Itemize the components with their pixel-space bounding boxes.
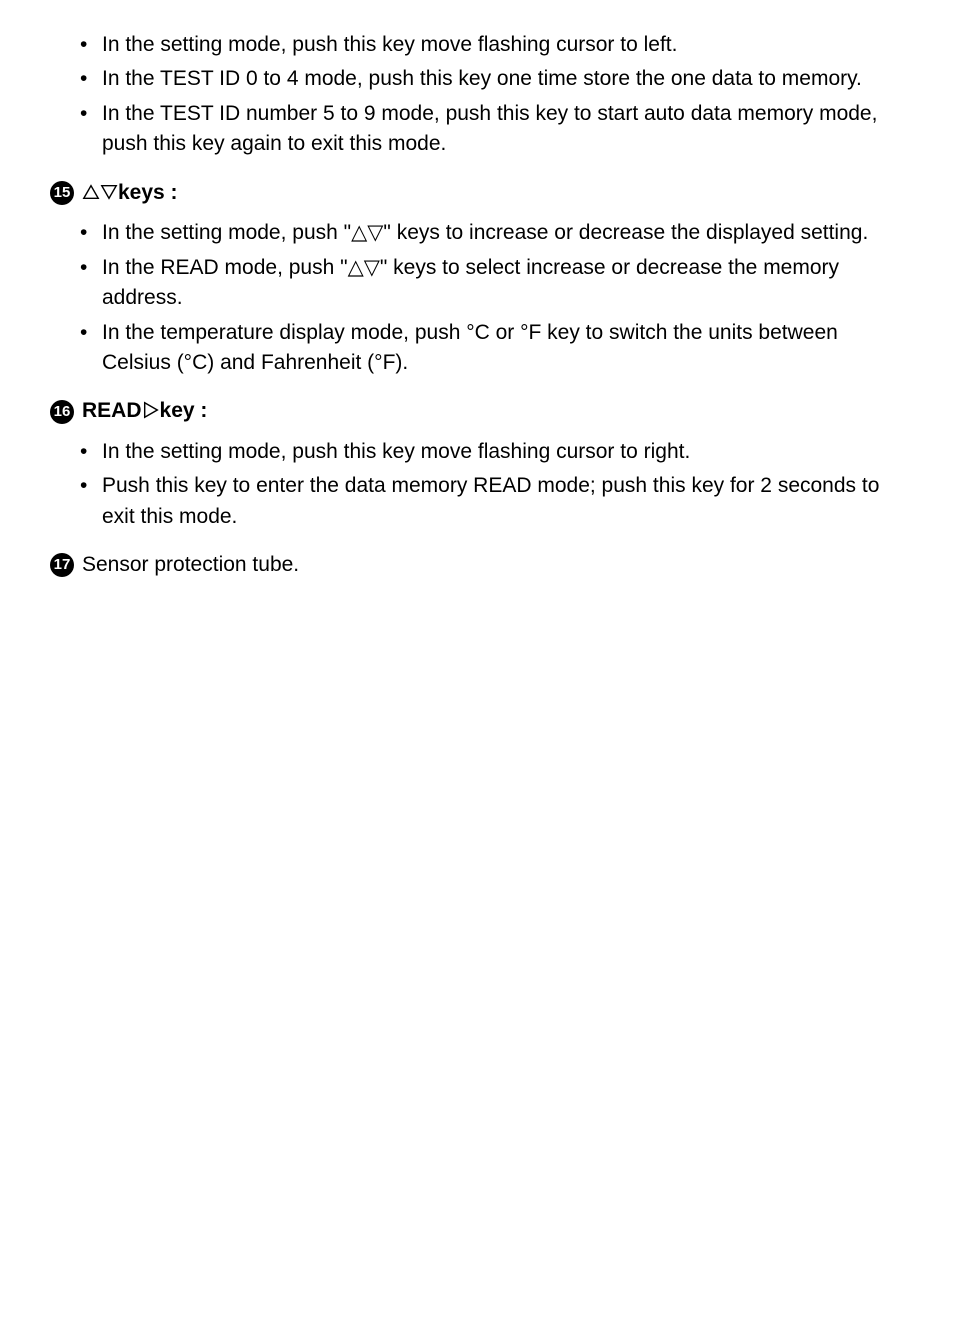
- list-item: • In the temperature display mode, push …: [78, 318, 904, 379]
- triangle-up-icon: [82, 178, 100, 208]
- list-item: • In the setting mode, push this key mov…: [78, 437, 904, 467]
- section-16-suffix: key :: [160, 396, 208, 426]
- bullet-text: In the setting mode, push "△▽" keys to i…: [102, 218, 904, 248]
- list-item: • In the setting mode, push this key mov…: [78, 30, 904, 60]
- triangle-down-icon: [100, 178, 118, 208]
- badge-15-icon: 15: [50, 181, 74, 205]
- bullet-text: In the setting mode, push this key move …: [102, 437, 904, 467]
- list-item: • In the TEST ID number 5 to 9 mode, pus…: [78, 99, 904, 160]
- badge-16-icon: 16: [50, 400, 74, 424]
- section-17-line: 17 Sensor protection tube.: [50, 550, 904, 580]
- bullet-text: In the temperature display mode, push °C…: [102, 318, 904, 379]
- page: • In the setting mode, push this key mov…: [0, 0, 954, 611]
- section-15-suffix: keys :: [118, 178, 178, 208]
- list-item: • In the READ mode, push "△▽" keys to se…: [78, 253, 904, 314]
- section-16-heading: 16 READ key :: [50, 396, 904, 426]
- bullet-text: In the TEST ID number 5 to 9 mode, push …: [102, 99, 904, 160]
- bullet-dot-icon: •: [78, 471, 102, 532]
- bullet-text: In the setting mode, push this key move …: [102, 30, 904, 60]
- bullet-dot-icon: •: [78, 318, 102, 379]
- intro-bullet-list: • In the setting mode, push this key mov…: [50, 30, 904, 160]
- section-17-text: Sensor protection tube.: [82, 550, 299, 580]
- list-item: • In the TEST ID 0 to 4 mode, push this …: [78, 64, 904, 94]
- bullet-dot-icon: •: [78, 218, 102, 248]
- list-item: • Push this key to enter the data memory…: [78, 471, 904, 532]
- section-16-bullet-list: • In the setting mode, push this key mov…: [50, 437, 904, 532]
- badge-17-icon: 17: [50, 553, 74, 577]
- triangle-right-icon: [142, 396, 160, 426]
- bullet-dot-icon: •: [78, 99, 102, 160]
- section-16-prefix: READ: [82, 396, 142, 426]
- bullet-dot-icon: •: [78, 64, 102, 94]
- section-15-bullet-list: • In the setting mode, push "△▽" keys to…: [50, 218, 904, 378]
- bullet-text: In the TEST ID 0 to 4 mode, push this ke…: [102, 64, 904, 94]
- section-15-heading: 15 keys :: [50, 178, 904, 208]
- bullet-dot-icon: •: [78, 253, 102, 314]
- bullet-text: In the READ mode, push "△▽" keys to sele…: [102, 253, 904, 314]
- bullet-text: Push this key to enter the data memory R…: [102, 471, 904, 532]
- bullet-dot-icon: •: [78, 30, 102, 60]
- bullet-dot-icon: •: [78, 437, 102, 467]
- list-item: • In the setting mode, push "△▽" keys to…: [78, 218, 904, 248]
